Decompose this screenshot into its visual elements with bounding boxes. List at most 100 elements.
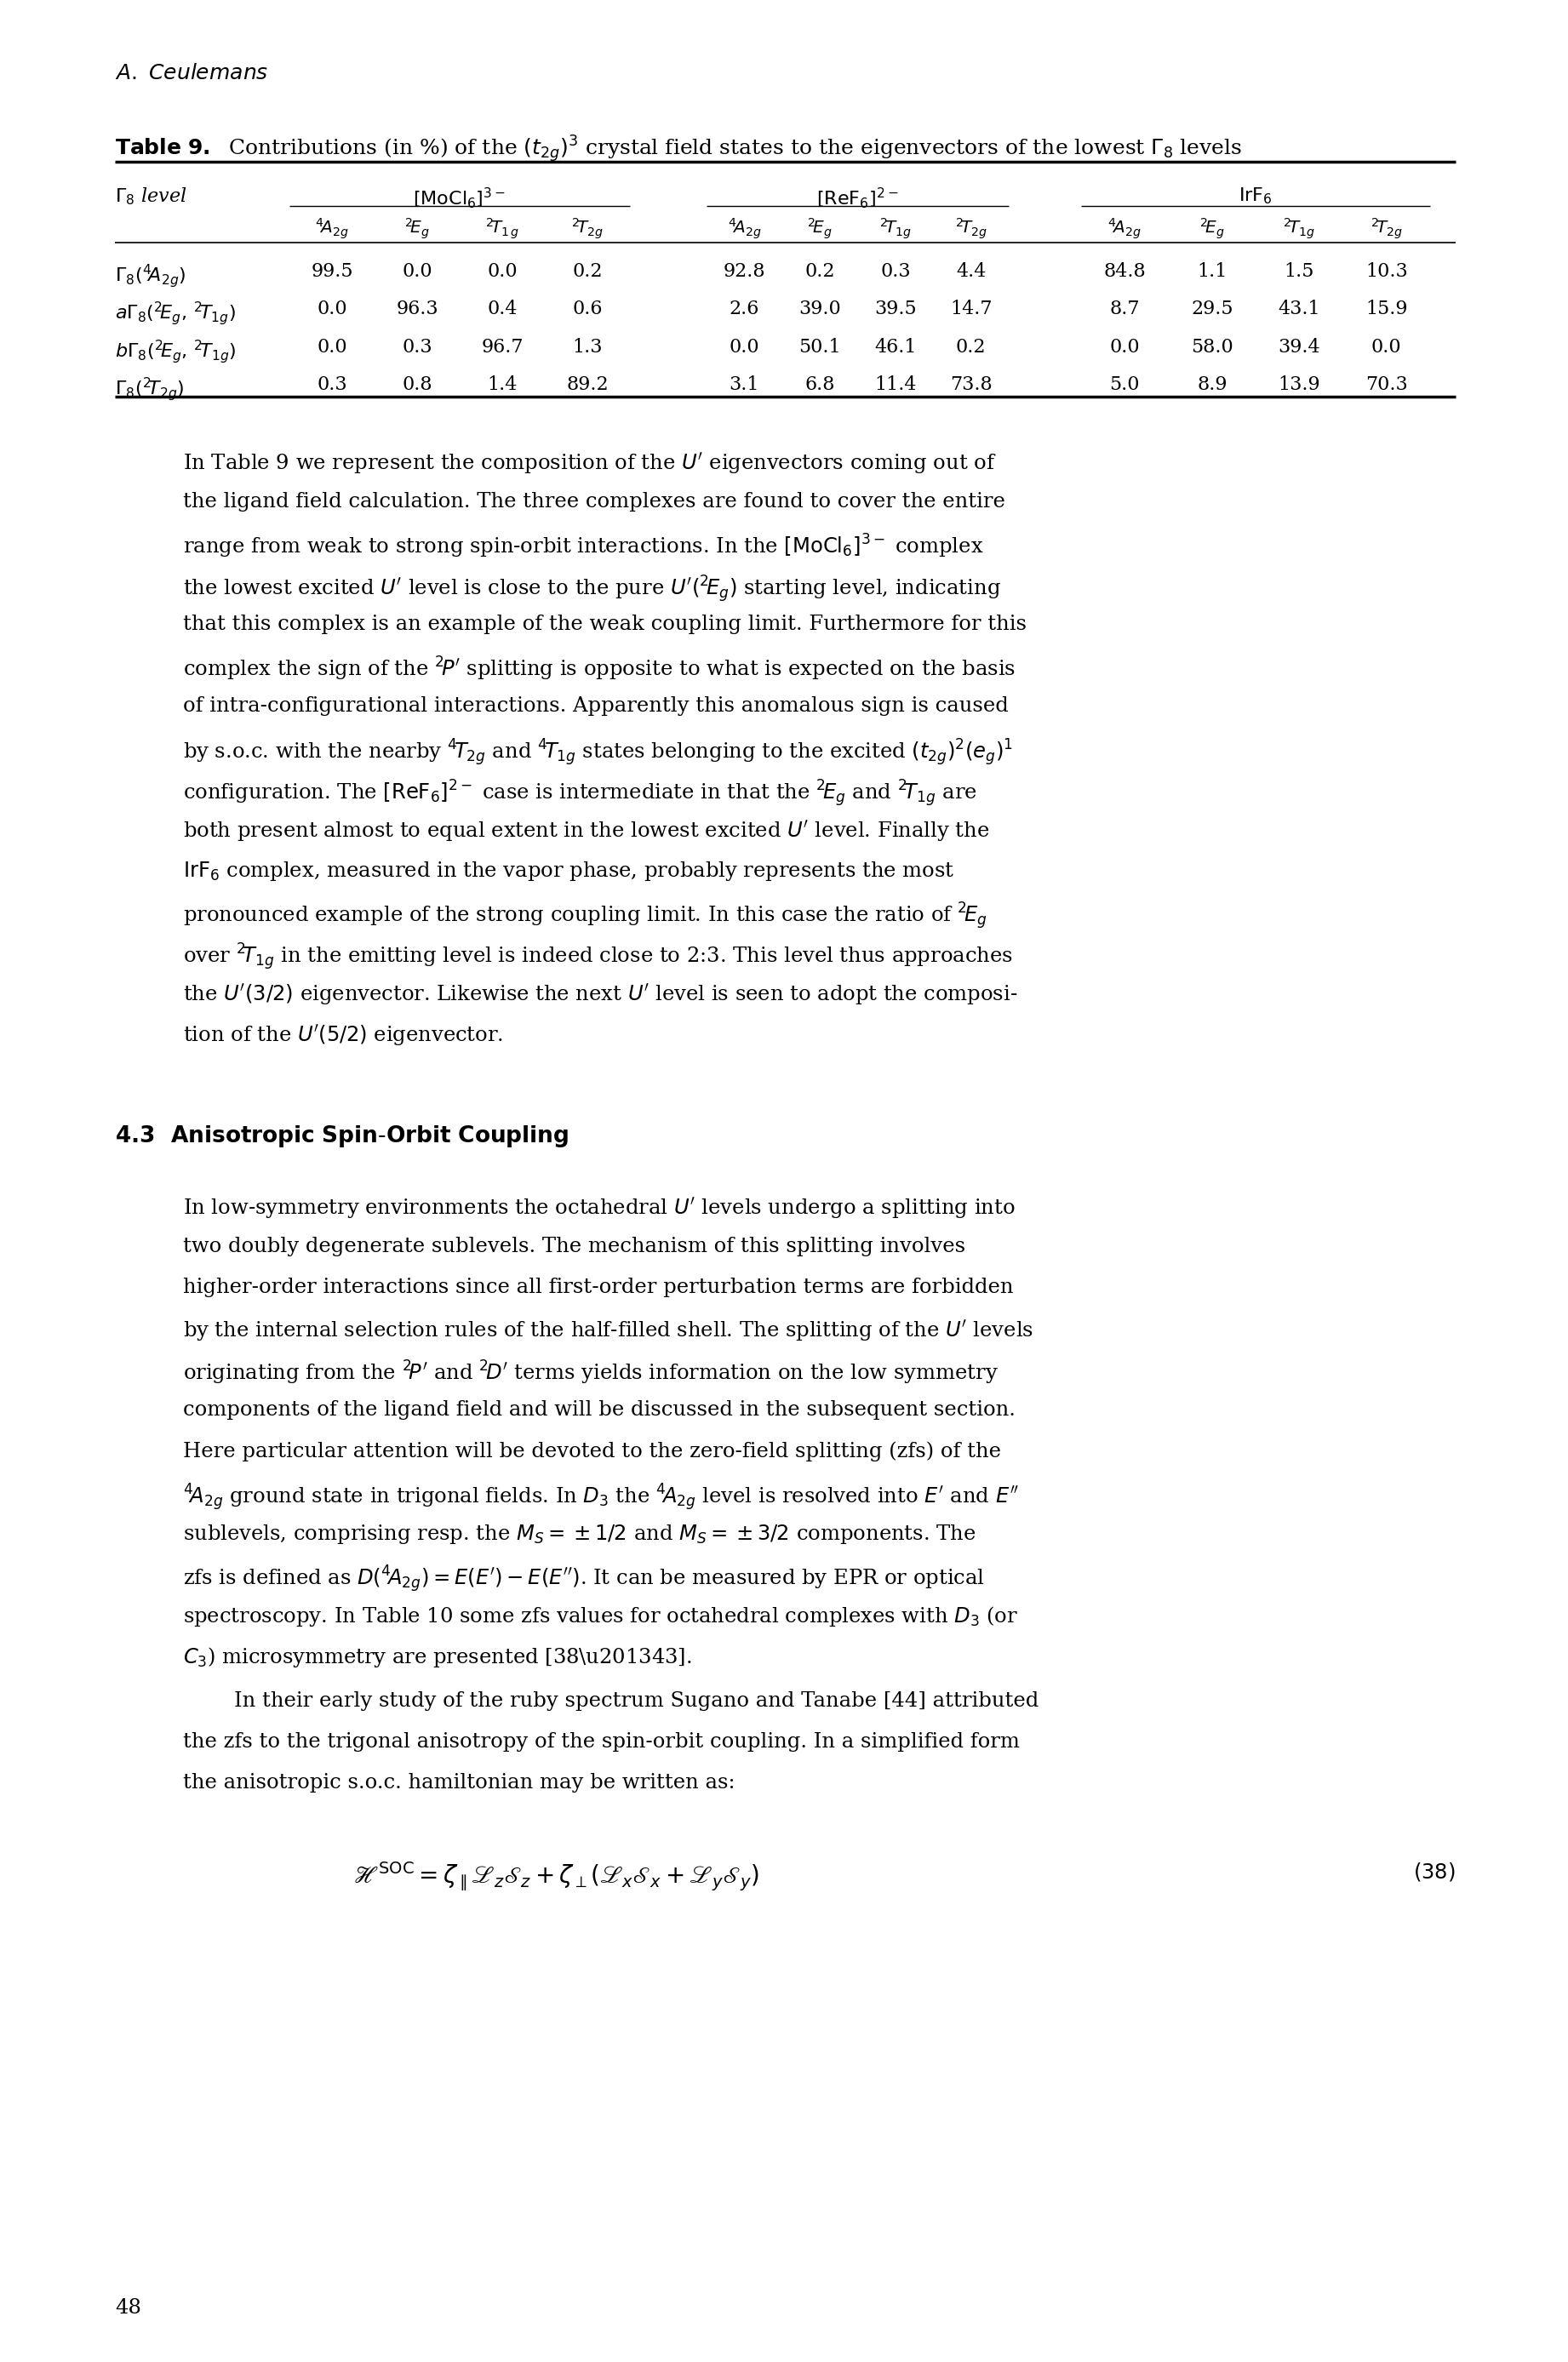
Text: $\mathbf{Table\ 9.}$  Contributions (in %) of the $(t_{2g})^3$ crystal field sta: $\mathbf{Table\ 9.}$ Contributions (in %…	[114, 135, 1242, 165]
Text: sublevels, comprising resp. the $M_S = \pm 1/2$ and $M_S = \pm 3/2$ components. : sublevels, comprising resp. the $M_S = \…	[183, 1523, 975, 1545]
Text: 43.1: 43.1	[1278, 300, 1320, 319]
Text: $^2\!T_{1g}$: $^2\!T_{1g}$	[1283, 217, 1316, 241]
Text: complex the sign of the $^2\!P'$ splitting is opposite to what is expected on th: complex the sign of the $^2\!P'$ splitti…	[183, 654, 1016, 683]
Text: 10.3: 10.3	[1366, 262, 1408, 281]
Text: 15.9: 15.9	[1366, 300, 1408, 319]
Text: $A.\ Ceulemans$: $A.\ Ceulemans$	[114, 64, 268, 83]
Text: the zfs to the trigonal anisotropy of the spin-orbit coupling. In a simplified f: the zfs to the trigonal anisotropy of th…	[183, 1731, 1019, 1753]
Text: components of the ligand field and will be discussed in the subsequent section.: components of the ligand field and will …	[183, 1401, 1016, 1420]
Text: 0.0: 0.0	[317, 300, 347, 319]
Text: $^2\!T_{2g}$: $^2\!T_{2g}$	[1370, 217, 1403, 241]
Text: $^2\!T_{2g}$: $^2\!T_{2g}$	[571, 217, 604, 241]
Text: 6.8: 6.8	[804, 376, 836, 394]
Text: $^4\!A_{2g}$: $^4\!A_{2g}$	[1109, 217, 1142, 241]
Text: $(38)$: $(38)$	[1413, 1861, 1455, 1883]
Text: In low-symmetry environments the octahedral $U'$ levels undergo a splitting into: In low-symmetry environments the octahed…	[183, 1195, 1016, 1221]
Text: $^4\!A_{2g}$: $^4\!A_{2g}$	[728, 217, 760, 241]
Text: that this complex is an example of the weak coupling limit. Furthermore for this: that this complex is an example of the w…	[183, 614, 1027, 633]
Text: 13.9: 13.9	[1278, 376, 1320, 394]
Text: 3.1: 3.1	[729, 376, 759, 394]
Text: $^4\!A_{2g}$: $^4\!A_{2g}$	[315, 217, 348, 241]
Text: $C_3$) microsymmetry are presented [38\u201343].: $C_3$) microsymmetry are presented [38\u…	[183, 1646, 691, 1670]
Text: 96.3: 96.3	[397, 300, 437, 319]
Text: 11.4: 11.4	[875, 376, 916, 394]
Text: $[\mathrm{MoCl_6}]^{3-}$: $[\mathrm{MoCl_6}]^{3-}$	[414, 187, 506, 210]
Text: In Table 9 we represent the composition of the $U'$ eigenvectors coming out of: In Table 9 we represent the composition …	[183, 451, 996, 475]
Text: over $^2\!T_{1g}$ in the emitting level is indeed close to 2:3. This level thus : over $^2\!T_{1g}$ in the emitting level …	[183, 942, 1013, 971]
Text: 1.3: 1.3	[572, 338, 602, 357]
Text: configuration. The $[\mathrm{ReF_6}]^{2-}$ case is intermediate in that the $^2\: configuration. The $[\mathrm{ReF_6}]^{2-…	[183, 777, 977, 808]
Text: $[\mathrm{ReF_6}]^{2-}$: $[\mathrm{ReF_6}]^{2-}$	[815, 187, 898, 210]
Text: 14.7: 14.7	[950, 300, 993, 319]
Text: pronounced example of the strong coupling limit. In this case the ratio of $^2\!: pronounced example of the strong couplin…	[183, 900, 988, 931]
Text: $^2\!T_{2g}$: $^2\!T_{2g}$	[955, 217, 988, 241]
Text: 0.0: 0.0	[317, 338, 347, 357]
Text: $\mathrm{IrF_6}$: $\mathrm{IrF_6}$	[1239, 187, 1273, 205]
Text: $^2\!T_{1g}$: $^2\!T_{1g}$	[880, 217, 911, 241]
Text: two doubly degenerate sublevels. The mechanism of this splitting involves: two doubly degenerate sublevels. The mec…	[183, 1238, 966, 1257]
Text: both present almost to equal extent in the lowest excited $U'$ level. Finally th: both present almost to equal extent in t…	[183, 820, 989, 843]
Text: 84.8: 84.8	[1104, 262, 1146, 281]
Text: by the internal selection rules of the half-filled shell. The splitting of the $: by the internal selection rules of the h…	[183, 1318, 1033, 1344]
Text: $a\Gamma_8(^2\!E_g,\,^2\!T_{1g})$: $a\Gamma_8(^2\!E_g,\,^2\!T_{1g})$	[114, 300, 235, 326]
Text: spectroscopy. In Table 10 some zfs values for octahedral complexes with $D_3$ (o: spectroscopy. In Table 10 some zfs value…	[183, 1604, 1018, 1627]
Text: Here particular attention will be devoted to the zero-field splitting (zfs) of t: Here particular attention will be devote…	[183, 1441, 1000, 1462]
Text: 0.4: 0.4	[488, 300, 517, 319]
Text: $^4\!A_{2g}$ ground state in trigonal fields. In $D_3$ the $^4\!A_{2g}$ level is: $^4\!A_{2g}$ ground state in trigonal fi…	[183, 1481, 1019, 1512]
Text: 0.2: 0.2	[572, 262, 602, 281]
Text: 1.1: 1.1	[1196, 262, 1228, 281]
Text: by s.o.c. with the nearby $^4\!T_{2g}$ and $^4\!T_{1g}$ states belonging to the : by s.o.c. with the nearby $^4\!T_{2g}$ a…	[183, 737, 1013, 768]
Text: the anisotropic s.o.c. hamiltonian may be written as:: the anisotropic s.o.c. hamiltonian may b…	[183, 1774, 735, 1793]
Text: the lowest excited $U'$ level is close to the pure $U'(^2\!E_g)$ starting level,: the lowest excited $U'$ level is close t…	[183, 574, 1000, 605]
Text: 0.0: 0.0	[1372, 338, 1402, 357]
Text: 58.0: 58.0	[1190, 338, 1232, 357]
Text: 0.0: 0.0	[488, 262, 517, 281]
Text: $^2\!E_g$: $^2\!E_g$	[1200, 217, 1225, 241]
Text: of intra-configurational interactions. Apparently this anomalous sign is caused: of intra-configurational interactions. A…	[183, 697, 1008, 716]
Text: 1.5: 1.5	[1284, 262, 1314, 281]
Text: tion of the $U'(5/2)$ eigenvector.: tion of the $U'(5/2)$ eigenvector.	[183, 1023, 503, 1049]
Text: $\Gamma_8$ level: $\Gamma_8$ level	[114, 187, 187, 205]
Text: 0.2: 0.2	[956, 338, 986, 357]
Text: 96.7: 96.7	[481, 338, 524, 357]
Text: $\Gamma_8(^2\!T_{2g})$: $\Gamma_8(^2\!T_{2g})$	[114, 376, 185, 402]
Text: range from weak to strong spin-orbit interactions. In the $[\mathrm{MoCl_6}]^{3-: range from weak to strong spin-orbit int…	[183, 534, 983, 560]
Text: 46.1: 46.1	[875, 338, 916, 357]
Text: $\Gamma_8(^4\!A_{2g})$: $\Gamma_8(^4\!A_{2g})$	[114, 262, 185, 291]
Text: 0.0: 0.0	[401, 262, 433, 281]
Text: 0.2: 0.2	[804, 262, 836, 281]
Text: 0.0: 0.0	[729, 338, 759, 357]
Text: 29.5: 29.5	[1192, 300, 1232, 319]
Text: $\mathbf{4.3}$  $\mathbf{Anisotropic\ Spin\text{-}Orbit\ Coupling}$: $\mathbf{4.3}$ $\mathbf{Anisotropic\ Spi…	[114, 1124, 569, 1148]
Text: $\mathrm{IrF_6}$ complex, measured in the vapor phase, probably represents the m: $\mathrm{IrF_6}$ complex, measured in th…	[183, 860, 955, 883]
Text: the $U'(3/2)$ eigenvector. Likewise the next $U'$ level is seen to adopt the com: the $U'(3/2)$ eigenvector. Likewise the …	[183, 983, 1018, 1006]
Text: 0.3: 0.3	[317, 376, 347, 394]
Text: the ligand field calculation. The three complexes are found to cover the entire: the ligand field calculation. The three …	[183, 491, 1005, 513]
Text: originating from the $^2\!P'$ and $^2\!D'$ terms yields information on the low s: originating from the $^2\!P'$ and $^2\!D…	[183, 1358, 999, 1386]
Text: 2.6: 2.6	[729, 300, 759, 319]
Text: $^2\!T_{1\,g}$: $^2\!T_{1\,g}$	[485, 217, 519, 241]
Text: $^2\!E_g$: $^2\!E_g$	[405, 217, 430, 241]
Text: 8.9: 8.9	[1196, 376, 1228, 394]
Text: 92.8: 92.8	[723, 262, 765, 281]
Text: 39.4: 39.4	[1278, 338, 1320, 357]
Text: 39.0: 39.0	[798, 300, 840, 319]
Text: 48: 48	[114, 2298, 141, 2317]
Text: $\mathscr{H}^{\mathrm{SOC}} = \zeta_{\parallel} \mathscr{L}_z \mathscr{S}_z + \z: $\mathscr{H}^{\mathrm{SOC}} = \zeta_{\pa…	[353, 1861, 759, 1894]
Text: 99.5: 99.5	[310, 262, 353, 281]
Text: 39.5: 39.5	[875, 300, 917, 319]
Text: In their early study of the ruby spectrum Sugano and Tanabe [44] attributed: In their early study of the ruby spectru…	[234, 1691, 1038, 1710]
Text: $b\Gamma_8(^2\!E_g,\,^2\!T_{1g})$: $b\Gamma_8(^2\!E_g,\,^2\!T_{1g})$	[114, 338, 237, 366]
Text: 0.3: 0.3	[401, 338, 433, 357]
Text: 89.2: 89.2	[566, 376, 608, 394]
Text: 0.3: 0.3	[880, 262, 911, 281]
Text: 0.6: 0.6	[572, 300, 602, 319]
Text: 4.4: 4.4	[956, 262, 986, 281]
Text: 73.8: 73.8	[950, 376, 993, 394]
Text: 8.7: 8.7	[1110, 300, 1140, 319]
Text: 1.4: 1.4	[488, 376, 517, 394]
Text: 0.0: 0.0	[1110, 338, 1140, 357]
Text: higher-order interactions since all first-order perturbation terms are forbidden: higher-order interactions since all firs…	[183, 1278, 1013, 1297]
Text: zfs is defined as $D(^4\!A_{2g}) = E(E') - E(E'')$. It can be measured by EPR or: zfs is defined as $D(^4\!A_{2g}) = E(E')…	[183, 1564, 985, 1594]
Text: 5.0: 5.0	[1110, 376, 1140, 394]
